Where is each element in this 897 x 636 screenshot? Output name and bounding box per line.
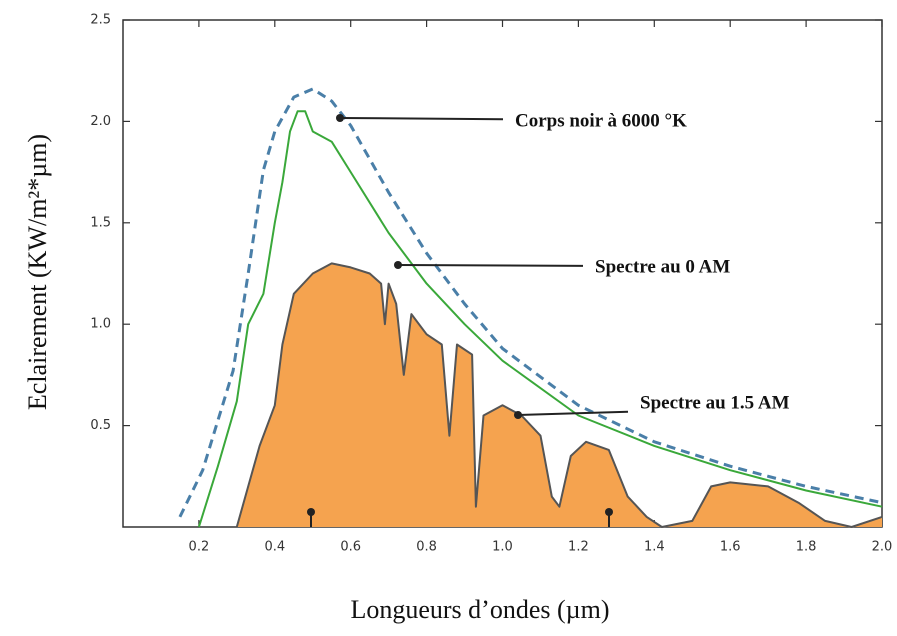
- annotation-pointer: [517, 410, 629, 416]
- y-tick-label: 2.5: [90, 13, 111, 28]
- annotation-dot: [336, 114, 344, 122]
- y-tick-label: 1.5: [90, 215, 111, 230]
- series-annotation: Spectre au 0 AM: [595, 256, 730, 277]
- y-tick-label: 0.5: [90, 418, 111, 433]
- axis-pin-head: [307, 508, 315, 516]
- x-tick-label: 1.2: [568, 540, 589, 555]
- y-axis-label: Eclairement (KW/m²*µm): [23, 134, 52, 410]
- series-annotation: Spectre au 1.5 AM: [640, 392, 790, 413]
- series-line: [197, 110, 883, 528]
- x-tick-label: 0.2: [189, 540, 210, 555]
- x-tick-label: 0.8: [416, 540, 437, 555]
- series-line: [235, 262, 883, 528]
- x-tick-label: 0.6: [340, 540, 361, 555]
- annotation-dot: [514, 411, 522, 419]
- y-tick-label: 2.0: [90, 114, 111, 129]
- series-line: [178, 87, 883, 518]
- y-tick-label: 1.0: [90, 317, 111, 332]
- x-tick-label: 2.0: [872, 540, 893, 555]
- x-tick-label: 1.6: [720, 540, 741, 555]
- annotation-dot: [394, 261, 402, 269]
- x-tick-label: 1.0: [492, 540, 513, 555]
- axis-pin-head: [605, 508, 613, 516]
- x-tick-label: 1.8: [796, 540, 817, 555]
- annotation-pointer: [397, 264, 584, 267]
- x-axis-label: Longueurs d’ondes (µm): [350, 595, 609, 624]
- x-tick-label: 0.4: [264, 540, 285, 555]
- series-annotation: Corps noir à 6000 °K: [515, 110, 687, 131]
- x-tick-label: 1.4: [644, 540, 665, 555]
- annotation-pointer: [339, 117, 504, 121]
